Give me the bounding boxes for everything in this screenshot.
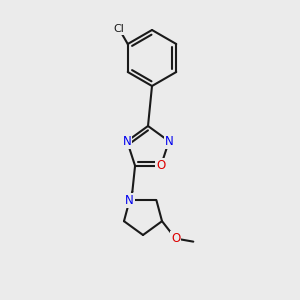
Text: O: O <box>156 159 166 172</box>
Text: Cl: Cl <box>113 24 124 34</box>
Text: N: N <box>123 135 131 148</box>
Text: N: N <box>125 194 134 207</box>
Text: N: N <box>164 135 173 148</box>
Text: O: O <box>171 232 180 245</box>
